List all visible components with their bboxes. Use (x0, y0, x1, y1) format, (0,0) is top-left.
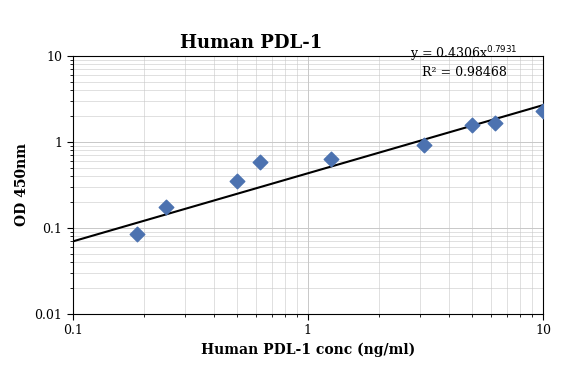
Point (133, 231, 142, 237)
Point (326, 156, 335, 162)
Y-axis label: OD 450nm: OD 450nm (15, 143, 29, 226)
Title: Human PDL-1: Human PDL-1 (181, 33, 323, 52)
Point (491, 120, 500, 126)
Point (538, 108, 547, 114)
Point (162, 204, 171, 210)
Point (255, 160, 264, 166)
Point (420, 142, 429, 148)
Point (468, 122, 477, 128)
Text: y = 0.4306x$^{0.7931}$
R² = 0.98468: y = 0.4306x$^{0.7931}$ R² = 0.98468 (410, 45, 518, 79)
X-axis label: Human PDL-1 conc (ng/ml): Human PDL-1 conc (ng/ml) (201, 343, 415, 357)
Point (233, 178, 242, 184)
